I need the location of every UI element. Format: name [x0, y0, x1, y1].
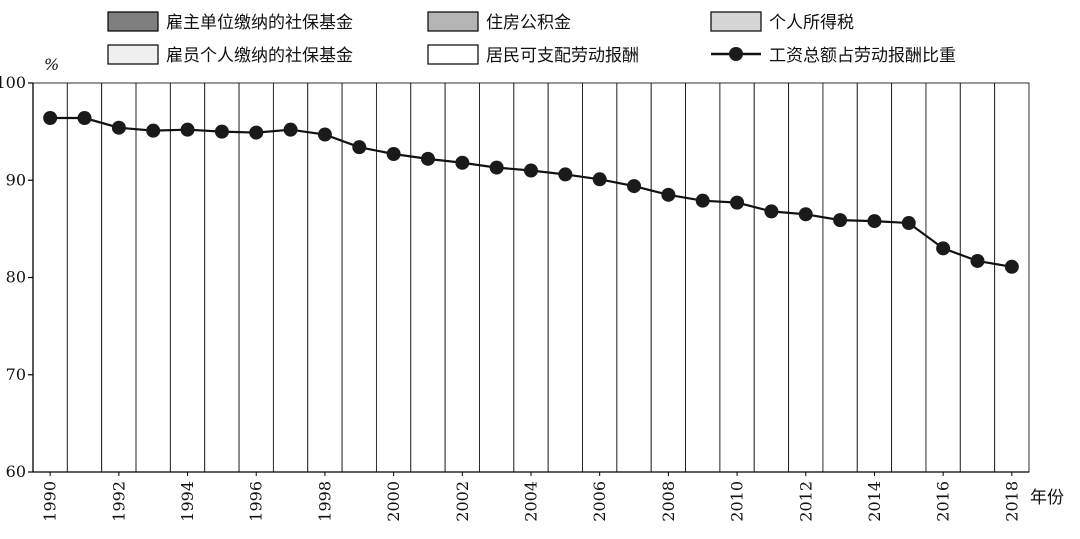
- wage-ratio-point-1997: [283, 122, 298, 137]
- x-tick-label-2000: 2000: [384, 481, 403, 522]
- bar-segment-disposable-2018: [994, 82, 1030, 473]
- wage-ratio-point-2003: [489, 160, 504, 175]
- bar-segment-disposable-2011: [753, 82, 790, 473]
- bar-segment-disposable-2014: [856, 82, 893, 473]
- wage-ratio-point-2012: [798, 207, 813, 222]
- bar-segment-disposable-1993: [135, 82, 171, 473]
- bar-segment-disposable-1990: [32, 82, 68, 473]
- legend-label-employee-social: 雇员个人缴纳的社保基金: [166, 46, 353, 66]
- x-tick-label-2002: 2002: [453, 481, 472, 522]
- bar-segment-disposable-2001: [410, 82, 446, 473]
- bar-segment-disposable-2016: [925, 82, 961, 473]
- x-tick-label-2016: 2016: [934, 481, 953, 522]
- wage-ratio-point-2000: [386, 146, 401, 161]
- y-tick-label-90: 90: [6, 170, 26, 189]
- bar-segment-disposable-2004: [513, 82, 549, 473]
- bar-segment-disposable-2008: [650, 82, 687, 473]
- bar-segment-disposable-2013: [822, 82, 858, 473]
- bar-segment-disposable-2000: [376, 82, 412, 473]
- x-tick-label-2008: 2008: [659, 481, 678, 522]
- wage-ratio-point-2015: [901, 216, 916, 231]
- wage-ratio-point-2018: [1004, 259, 1019, 274]
- legend-swatch-employee-social: [107, 44, 159, 65]
- bar-segment-disposable-2017: [959, 82, 996, 473]
- wage-ratio-point-1999: [352, 140, 367, 155]
- wage-ratio-point-2016: [936, 241, 951, 256]
- bar-segment-disposable-1997: [272, 82, 309, 473]
- wage-ratio-point-1990: [43, 111, 58, 126]
- x-tick-label-2010: 2010: [728, 481, 747, 522]
- x-tick-label-2012: 2012: [796, 481, 815, 522]
- wage-ratio-point-2001: [420, 151, 435, 166]
- axes-layer: 60 70 80 90 100 1990 1992 1994 1996 1998 2000 2002 2…: [0, 73, 1029, 522]
- wage-ratio-point-2008: [661, 187, 676, 202]
- bar-segment-disposable-1995: [204, 82, 240, 473]
- legend-label-wage-ratio: 工资总额占劳动报酬比重: [769, 46, 956, 66]
- x-axis-unit-label: 年份: [1030, 488, 1064, 508]
- wage-ratio-point-2005: [558, 167, 573, 182]
- wage-ratio-line-layer: [43, 111, 1019, 274]
- y-tick-label-80: 80: [6, 268, 26, 287]
- y-axis-unit-label: %: [44, 55, 59, 74]
- wage-ratio-point-2010: [730, 195, 745, 210]
- wage-ratio-point-1991: [77, 111, 92, 126]
- x-tick-label-2014: 2014: [865, 481, 884, 522]
- x-tick-label-1998: 1998: [315, 481, 334, 522]
- bar-segment-disposable-1996: [238, 82, 274, 473]
- legend-swatch-disposable: [427, 44, 479, 65]
- legend-swatch-employer-social: [107, 11, 159, 32]
- y-tick-label-70: 70: [6, 365, 26, 384]
- wage-ratio-point-2011: [764, 204, 779, 219]
- wage-ratio-point-2009: [695, 193, 710, 208]
- bar-segment-disposable-2006: [582, 82, 618, 473]
- legend-swatch-income-tax: [710, 11, 762, 32]
- wage-ratio-point-2013: [833, 213, 848, 228]
- bar-segment-disposable-2005: [547, 82, 583, 473]
- wage-ratio-point-1998: [317, 127, 332, 142]
- wage-ratio-point-2002: [455, 155, 470, 170]
- bar-segment-disposable-2012: [788, 82, 824, 473]
- wage-ratio-point-1994: [180, 122, 195, 137]
- wage-ratio-point-2014: [867, 214, 882, 229]
- x-tick-label-1990: 1990: [41, 481, 60, 522]
- bar-segment-disposable-2007: [616, 82, 652, 473]
- bar-segment-disposable-2009: [685, 82, 721, 473]
- wage-ratio-point-1992: [111, 120, 126, 135]
- bars-layer: [32, 82, 1030, 473]
- bar-segment-disposable-2002: [444, 82, 480, 473]
- bar-segment-disposable-1994: [169, 82, 206, 473]
- x-tick-label-2006: 2006: [590, 481, 609, 522]
- x-tick-label-2004: 2004: [522, 481, 541, 522]
- x-tick-label-2018: 2018: [1002, 481, 1021, 522]
- legend-label-employer-social: 雇主单位缴纳的社保基金: [166, 13, 353, 33]
- bar-segment-disposable-1992: [101, 82, 137, 473]
- x-tick-label-1994: 1994: [178, 481, 197, 522]
- bar-segment-disposable-2010: [719, 82, 755, 473]
- wage-ratio-point-2004: [524, 163, 538, 178]
- wage-ratio-point-2017: [970, 253, 985, 268]
- x-tick-label-1996: 1996: [247, 481, 266, 522]
- legend-label-housing-fund: 住房公积金: [486, 13, 571, 33]
- bar-segment-disposable-2003: [479, 82, 515, 473]
- y-tick-label-100: 100: [0, 73, 26, 92]
- wage-ratio-point-1995: [214, 124, 229, 139]
- y-tick-label-60: 60: [6, 462, 26, 481]
- wage-ratio-point-1996: [249, 125, 264, 140]
- x-tick-label-1992: 1992: [109, 481, 128, 522]
- legend-swatch-housing-fund: [427, 11, 479, 32]
- legend-label-income-tax: 个人所得税: [769, 13, 854, 33]
- wage-ratio-point-2006: [592, 172, 607, 187]
- bar-segment-disposable-1991: [66, 82, 103, 473]
- legend: 雇主单位缴纳的社保基金 住房公积金 个人所得税 雇员个人缴纳的社保基金 居民可支…: [107, 11, 956, 66]
- bar-segment-disposable-2015: [891, 82, 927, 473]
- wage-ratio-point-1993: [146, 123, 161, 138]
- legend-marker-wage-ratio: [729, 47, 743, 61]
- wage-ratio-point-2007: [627, 179, 642, 194]
- legend-label-disposable: 居民可支配劳动报酬: [486, 46, 639, 66]
